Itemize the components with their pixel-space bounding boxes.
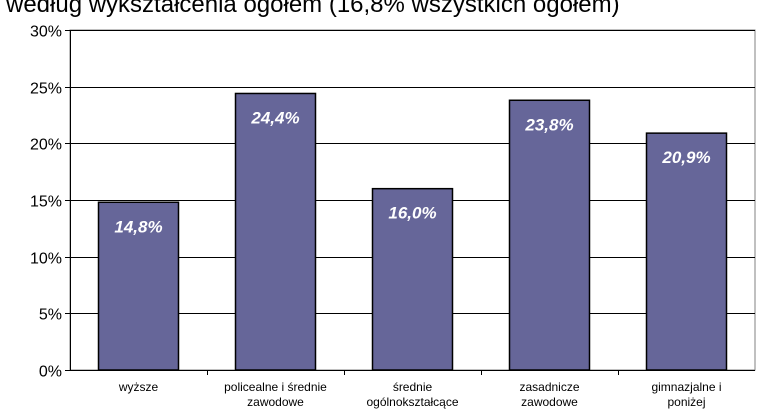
x-tick-label: zawodowe: [247, 395, 304, 409]
data-label: 23,8%: [524, 115, 573, 134]
data-label: 16,0%: [388, 204, 436, 223]
data-label: 14,8%: [114, 217, 162, 236]
bar: [234, 92, 317, 371]
bar: [371, 187, 454, 371]
y-tick-label: 30%: [30, 24, 62, 41]
x-tick-label: wyższe: [118, 380, 159, 394]
data-label: 20,9%: [661, 148, 710, 167]
y-tick-label: 10%: [30, 251, 62, 268]
chart-title: według wykształcenia ogółem (16,8% wszys…: [5, 0, 620, 18]
x-tick-label: zawodowe: [521, 395, 578, 409]
y-tick-label: 5%: [39, 307, 62, 324]
x-tick-label: policealne i średnie: [224, 380, 327, 394]
x-tick-label: ogólnokształcące: [366, 395, 458, 409]
x-tick-label: średnie: [393, 380, 433, 394]
bar: [508, 99, 591, 371]
x-tick-label: gimnazjalne i: [651, 380, 721, 394]
y-tick-label: 0%: [39, 364, 62, 381]
bar: [645, 132, 728, 371]
y-tick-label: 20%: [30, 137, 62, 154]
bar: [97, 201, 180, 371]
plot-area: 0% 5% 10% 15% 20% 25% 30% 14,8% wyższe 24,4% polic…: [30, 24, 756, 409]
y-tick-label: 15%: [30, 194, 62, 211]
data-label: 24,4%: [250, 108, 299, 127]
y-tick-label: 25%: [30, 81, 62, 98]
x-tick-label: zasadnicze: [519, 380, 579, 394]
x-tick-label: poniżej: [667, 395, 705, 409]
